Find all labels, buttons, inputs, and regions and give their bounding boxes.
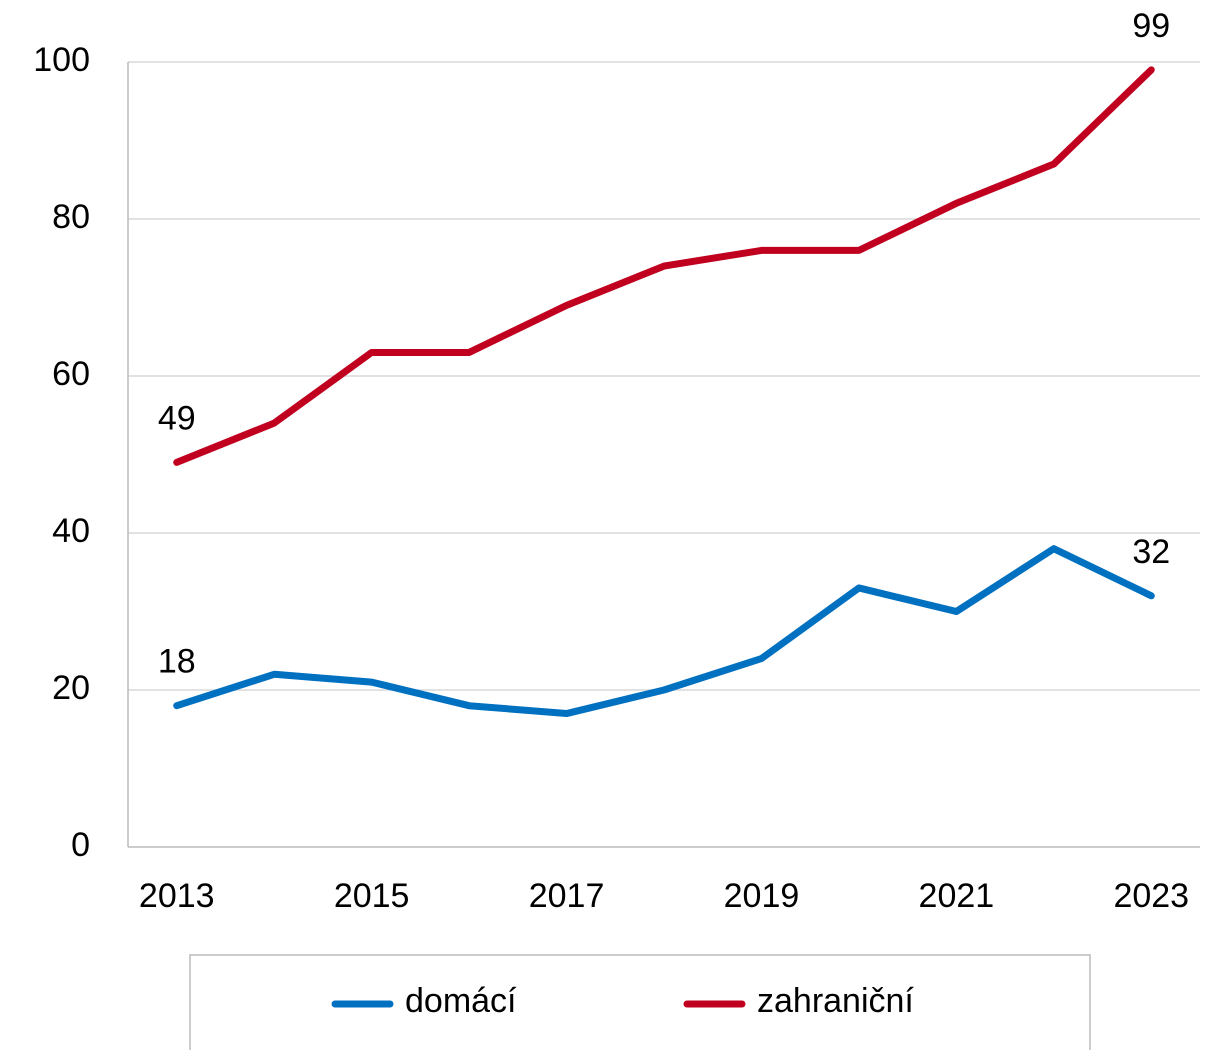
x-tick-label: 2015 [334, 877, 410, 915]
x-tick-label: 2013 [139, 877, 215, 915]
legend-box [189, 954, 1091, 1050]
data-label: 49 [158, 399, 196, 437]
x-tick-label: 2021 [919, 877, 995, 915]
legend-label: domácí [405, 982, 517, 1020]
y-tick-label: 20 [52, 669, 90, 707]
x-tick-label: 2019 [724, 877, 800, 915]
y-tick-label: 40 [52, 512, 90, 550]
line-series [173, 66, 1155, 466]
y-tick-label: 60 [52, 355, 90, 393]
data-label: 99 [1132, 7, 1170, 45]
legend-label: zahraniční [757, 982, 914, 1020]
y-tick-label: 0 [71, 826, 90, 864]
y-tick-label: 80 [52, 198, 90, 236]
line-series [173, 545, 1155, 718]
data-label: 18 [158, 643, 196, 681]
data-label: 32 [1132, 533, 1170, 571]
y-tick-label: 100 [33, 41, 90, 79]
x-tick-label: 2023 [1113, 877, 1189, 915]
x-tick-label: 2017 [529, 877, 605, 915]
